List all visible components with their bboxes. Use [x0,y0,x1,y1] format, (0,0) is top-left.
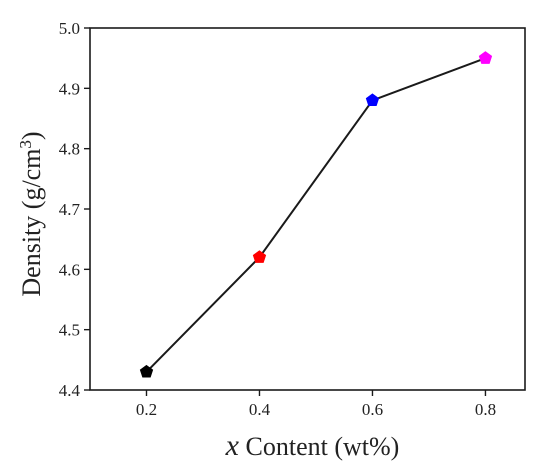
ticks-layer [84,27,487,396]
y-axis-title-close: ) [17,131,46,140]
y-tick-label: 4.5 [59,321,80,340]
labels-layer: 0.2 0.4 0.6 0.8 4.4 4.5 4.6 4.7 4.8 4.9 5.0 [59,19,496,419]
y-tick-label: 4.9 [59,79,80,98]
data-point-marker [139,364,154,378]
x-axis-title-text: Content (wt%) [239,432,399,461]
plot-frame [89,27,526,391]
data-point-marker [478,51,493,64]
x-tick-label: 0.6 [362,400,383,419]
data-point-marker [365,93,380,107]
x-axis-symbol: x [225,429,240,462]
y-axis-title-superscript: 3 [16,140,35,149]
y-tick-label: 5.0 [59,19,80,38]
y-axis-title-text: Density (g/cm [17,149,46,297]
data-point-marker [252,250,267,263]
y-axis-title: Density (g/cm3) [16,131,46,296]
series-line [145,57,486,373]
y-tick-label: 4.6 [59,260,80,279]
y-tick-label: 4.8 [59,140,80,159]
series-layer [139,51,493,378]
x-tick-label: 0.4 [249,400,271,419]
x-axis-title: x Content (wt%) [225,429,400,462]
x-tick-label: 0.8 [475,400,496,419]
y-tick-label: 4.4 [59,381,81,400]
y-tick-label: 4.7 [59,200,81,219]
x-tick-label: 0.2 [136,400,157,419]
